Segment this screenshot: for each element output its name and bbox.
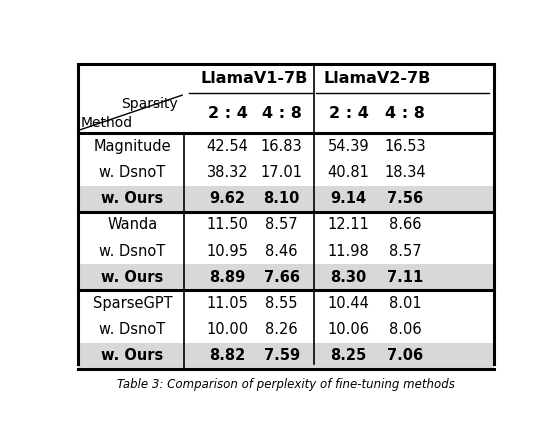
Text: 8.25: 8.25	[330, 349, 367, 363]
Text: 7.56: 7.56	[387, 191, 423, 206]
Bar	[78, 185, 493, 212]
Text: Magnitude: Magnitude	[94, 139, 171, 154]
Text: Table 3: Comparison of perplexity of fine-tuning methods: Table 3: Comparison of perplexity of fin…	[117, 379, 455, 392]
Text: 11.98: 11.98	[328, 244, 369, 258]
Text: LlamaV2-7B: LlamaV2-7B	[323, 71, 430, 86]
Text: 17.01: 17.01	[261, 165, 302, 180]
Text: 16.83: 16.83	[261, 139, 302, 154]
Text: w. Ours: w. Ours	[102, 191, 163, 206]
Text: 9.14: 9.14	[331, 191, 367, 206]
Text: w. DsnoT: w. DsnoT	[99, 244, 166, 258]
Text: 10.95: 10.95	[206, 244, 248, 258]
Text: Method: Method	[80, 116, 133, 130]
Text: 10.44: 10.44	[328, 296, 369, 311]
Text: 8.57: 8.57	[266, 217, 298, 233]
Bar	[78, 264, 493, 290]
Text: 42.54: 42.54	[206, 139, 248, 154]
Text: 8.82: 8.82	[209, 349, 246, 363]
Text: w. DsnoT: w. DsnoT	[99, 165, 166, 180]
Text: 7.11: 7.11	[387, 270, 423, 285]
Text: 12.11: 12.11	[328, 217, 369, 233]
Text: 8.66: 8.66	[389, 217, 421, 233]
Text: 8.46: 8.46	[266, 244, 298, 258]
Text: 8.26: 8.26	[266, 322, 298, 337]
Text: 8.01: 8.01	[388, 296, 421, 311]
Text: 2 : 4: 2 : 4	[208, 106, 248, 121]
Text: 11.50: 11.50	[206, 217, 248, 233]
Text: 8.10: 8.10	[263, 191, 300, 206]
Text: 4 : 8: 4 : 8	[262, 106, 301, 121]
Text: 11.05: 11.05	[206, 296, 248, 311]
Text: Sparsity: Sparsity	[122, 97, 178, 111]
Text: 9.62: 9.62	[210, 191, 246, 206]
Text: w. Ours: w. Ours	[102, 349, 163, 363]
Text: 7.66: 7.66	[263, 270, 300, 285]
Text: 16.53: 16.53	[384, 139, 426, 154]
Text: 4 : 8: 4 : 8	[385, 106, 425, 121]
Text: LlamaV1-7B: LlamaV1-7B	[201, 71, 309, 86]
Text: w. Ours: w. Ours	[102, 270, 163, 285]
Text: 8.89: 8.89	[209, 270, 246, 285]
Text: Wanda: Wanda	[107, 217, 157, 233]
Text: 10.06: 10.06	[328, 322, 370, 337]
Text: 54.39: 54.39	[328, 139, 369, 154]
Text: 8.30: 8.30	[330, 270, 367, 285]
Text: 8.06: 8.06	[388, 322, 421, 337]
Text: 7.59: 7.59	[263, 349, 300, 363]
Text: 8.57: 8.57	[388, 244, 421, 258]
Text: 8.55: 8.55	[266, 296, 298, 311]
Text: 38.32: 38.32	[207, 165, 248, 180]
Text: 2 : 4: 2 : 4	[329, 106, 369, 121]
Text: SparseGPT: SparseGPT	[93, 296, 172, 311]
Text: 18.34: 18.34	[384, 165, 426, 180]
Bar	[78, 343, 493, 369]
Text: 7.06: 7.06	[387, 349, 423, 363]
Text: w. DsnoT: w. DsnoT	[99, 322, 166, 337]
Text: 10.00: 10.00	[206, 322, 249, 337]
Text: 40.81: 40.81	[328, 165, 369, 180]
